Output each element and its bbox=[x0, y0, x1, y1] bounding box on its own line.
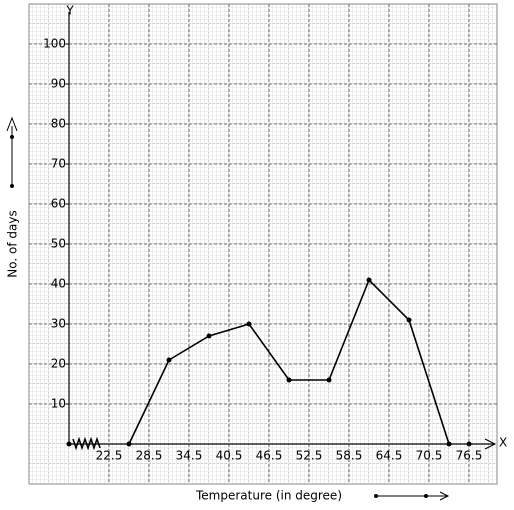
data-point bbox=[446, 441, 452, 447]
x-tick-label: 34.5 bbox=[176, 449, 203, 463]
x-tick-label: 22.5 bbox=[96, 449, 123, 463]
decor-dot bbox=[424, 494, 428, 498]
y-tick-label: 40 bbox=[51, 277, 66, 291]
data-point bbox=[246, 321, 252, 327]
y-tick-label: 100 bbox=[43, 37, 66, 51]
x-tick-label: 76.5 bbox=[456, 449, 483, 463]
x-tick-label: 52.5 bbox=[296, 449, 323, 463]
x-tick-label: 40.5 bbox=[216, 449, 243, 463]
decor-dot bbox=[374, 494, 378, 498]
y-tick-label: 50 bbox=[51, 237, 66, 251]
x-tick-label: 58.5 bbox=[336, 449, 363, 463]
y-tick-label: 20 bbox=[51, 357, 66, 371]
x-tick-label: 64.5 bbox=[376, 449, 403, 463]
data-point bbox=[206, 333, 212, 339]
data-point bbox=[166, 357, 172, 363]
y-tick-label: 90 bbox=[51, 77, 66, 91]
data-point bbox=[406, 317, 412, 323]
y-tick-label: 10 bbox=[51, 397, 66, 411]
y-tick-label: 60 bbox=[51, 197, 66, 211]
axis-break bbox=[72, 436, 101, 451]
x-tick-label: 46.5 bbox=[256, 449, 283, 463]
origin-dot bbox=[66, 441, 72, 447]
data-point bbox=[126, 441, 132, 447]
decor-dot bbox=[10, 184, 14, 188]
x-axis-title: Temperature (in degree) bbox=[195, 489, 342, 503]
data-point bbox=[286, 377, 292, 383]
y-tick-label: 70 bbox=[51, 157, 66, 171]
y-axis-name: Y bbox=[65, 4, 74, 18]
data-point bbox=[326, 377, 332, 383]
decor-dot bbox=[10, 135, 14, 139]
x-arrow bbox=[484, 438, 497, 450]
x-tick-label: 70.5 bbox=[416, 449, 443, 463]
x-tick-label: 28.5 bbox=[136, 449, 163, 463]
y-tick-label: 30 bbox=[51, 317, 66, 331]
data-point bbox=[366, 277, 372, 283]
y-tick-label: 80 bbox=[51, 117, 66, 131]
y-axis-title: No. of days bbox=[6, 210, 20, 277]
x-axis-name: X bbox=[499, 436, 507, 450]
